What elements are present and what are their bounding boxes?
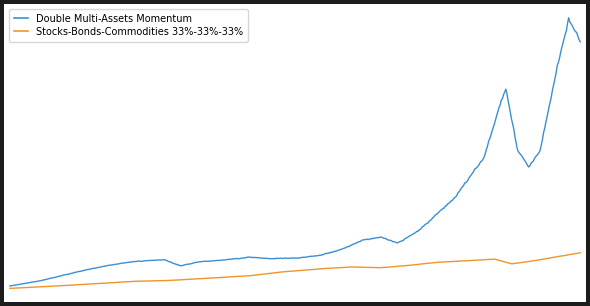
Legend: Double Multi-Assets Momentum, Stocks-Bonds-Commodities 33%-33%-33%: Double Multi-Assets Momentum, Stocks-Bon… [9, 9, 248, 42]
